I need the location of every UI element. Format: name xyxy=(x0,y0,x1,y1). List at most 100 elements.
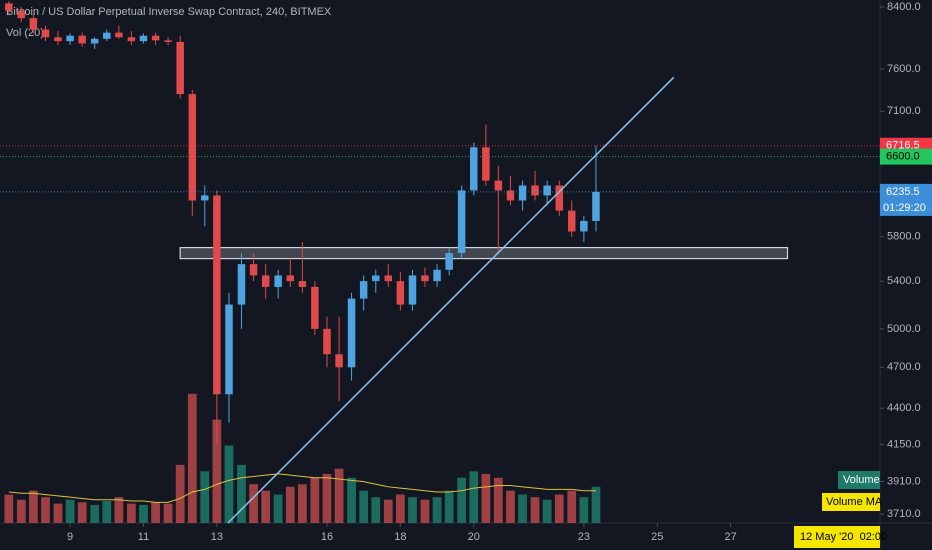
x-tick-label: 13 xyxy=(211,531,223,543)
indicator-label: Vol (20) xyxy=(6,27,44,39)
cursor-label-bg xyxy=(794,526,880,548)
volume-bar xyxy=(530,497,540,523)
candle-body xyxy=(445,253,453,270)
volume-bar xyxy=(322,473,332,523)
volume-bar xyxy=(212,419,222,523)
volume-bar xyxy=(285,486,295,523)
volume-bar xyxy=(579,497,589,523)
volume-bar xyxy=(237,464,246,523)
candle-body xyxy=(139,35,148,42)
volume-bar xyxy=(249,484,258,523)
y-tick-label: 5400.0 xyxy=(887,275,921,287)
candle-body xyxy=(568,210,576,232)
volume-bar xyxy=(102,501,112,523)
volume-bar xyxy=(77,502,87,523)
candle-body xyxy=(372,275,380,282)
volume-bar xyxy=(359,490,369,523)
volume-bar xyxy=(334,468,344,523)
trendline xyxy=(227,76,675,524)
candle-body xyxy=(531,185,539,196)
volume-bar xyxy=(347,477,356,523)
candle-body xyxy=(286,275,295,282)
candle-body xyxy=(41,29,50,38)
volume-bar xyxy=(65,499,75,523)
y-tick-label: 4150.0 xyxy=(887,438,921,450)
candle-body xyxy=(54,37,62,42)
candle-body xyxy=(396,281,405,305)
volume-ma-line xyxy=(8,473,596,503)
volume-bar xyxy=(224,445,234,523)
volume-bar xyxy=(90,504,100,523)
volume-bar xyxy=(481,473,491,523)
x-tick-label: 9 xyxy=(67,531,73,543)
candle-body xyxy=(298,281,307,287)
volume-bar xyxy=(554,494,564,523)
candle-body xyxy=(164,40,172,42)
candle-body xyxy=(408,275,417,305)
candle-body xyxy=(90,38,99,44)
candle-body xyxy=(225,304,233,395)
candle-body xyxy=(115,32,123,38)
volume-bar xyxy=(273,494,283,523)
x-tick-label: 18 xyxy=(394,531,406,543)
candle-body xyxy=(237,264,246,305)
volume-bar xyxy=(444,490,454,523)
volume-bar xyxy=(53,503,63,523)
volume-legend: Volume xyxy=(843,474,880,486)
candle-body xyxy=(482,147,490,181)
y-tick-label: 5000.0 xyxy=(887,323,921,335)
volume-bar xyxy=(408,497,417,523)
volume-bar xyxy=(518,494,527,523)
x-tick-label: 16 xyxy=(321,531,333,543)
y-tick-label: 5800.0 xyxy=(887,231,921,243)
candle-body xyxy=(201,195,209,201)
volume-bar xyxy=(310,477,320,523)
last-price-bg xyxy=(880,183,932,216)
last-price-label: 6235.5 xyxy=(886,186,920,198)
y-tick-label: 3710.0 xyxy=(887,508,921,520)
volume-bar xyxy=(469,471,479,523)
volume-bar xyxy=(127,503,136,523)
candle-body xyxy=(29,18,38,30)
volume-bar xyxy=(493,477,503,523)
candle-body xyxy=(323,328,331,355)
volume-bar xyxy=(139,504,148,523)
volume-bar xyxy=(383,499,393,523)
x-tick-label: 20 xyxy=(468,531,480,543)
volume-bar xyxy=(542,499,552,523)
volume-ma-legend: Volume MA xyxy=(826,496,883,508)
price-label-bg xyxy=(880,148,932,165)
candle-body xyxy=(580,220,588,232)
volume-bar xyxy=(432,497,442,523)
y-tick-label: 8400.0 xyxy=(887,1,921,13)
candle-body xyxy=(494,180,503,191)
volume-bar xyxy=(506,490,515,523)
volume-bar xyxy=(261,490,271,523)
candle-body xyxy=(359,281,368,299)
candle-body xyxy=(592,191,600,221)
candle-body xyxy=(457,190,466,254)
candle-body xyxy=(66,35,74,42)
x-tick-label: 25 xyxy=(651,531,663,543)
candle-body xyxy=(518,185,527,201)
candle-body xyxy=(5,3,13,11)
price-label: 6600.0 xyxy=(886,151,920,163)
volume-bar xyxy=(29,490,38,523)
candle-body xyxy=(103,32,111,39)
volume-bar xyxy=(591,486,601,523)
volume-bar xyxy=(396,494,405,523)
candle-body xyxy=(78,35,86,44)
volume-bar xyxy=(457,477,467,523)
y-tick-label: 7600.0 xyxy=(887,63,921,75)
volume-bar xyxy=(200,471,210,523)
y-tick-label: 4400.0 xyxy=(887,402,921,414)
candle-body xyxy=(384,275,392,282)
candle-body xyxy=(261,275,270,287)
candle-body xyxy=(213,195,221,395)
candle-body xyxy=(421,275,429,282)
candle-body xyxy=(274,275,282,287)
candle-body xyxy=(470,147,478,191)
candle-body xyxy=(555,185,564,211)
candle-body xyxy=(543,185,551,196)
